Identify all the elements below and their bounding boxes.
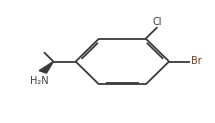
Text: Br: Br — [191, 56, 202, 67]
Text: Cl: Cl — [153, 16, 162, 27]
Polygon shape — [39, 62, 53, 73]
Text: H₂N: H₂N — [30, 76, 49, 86]
